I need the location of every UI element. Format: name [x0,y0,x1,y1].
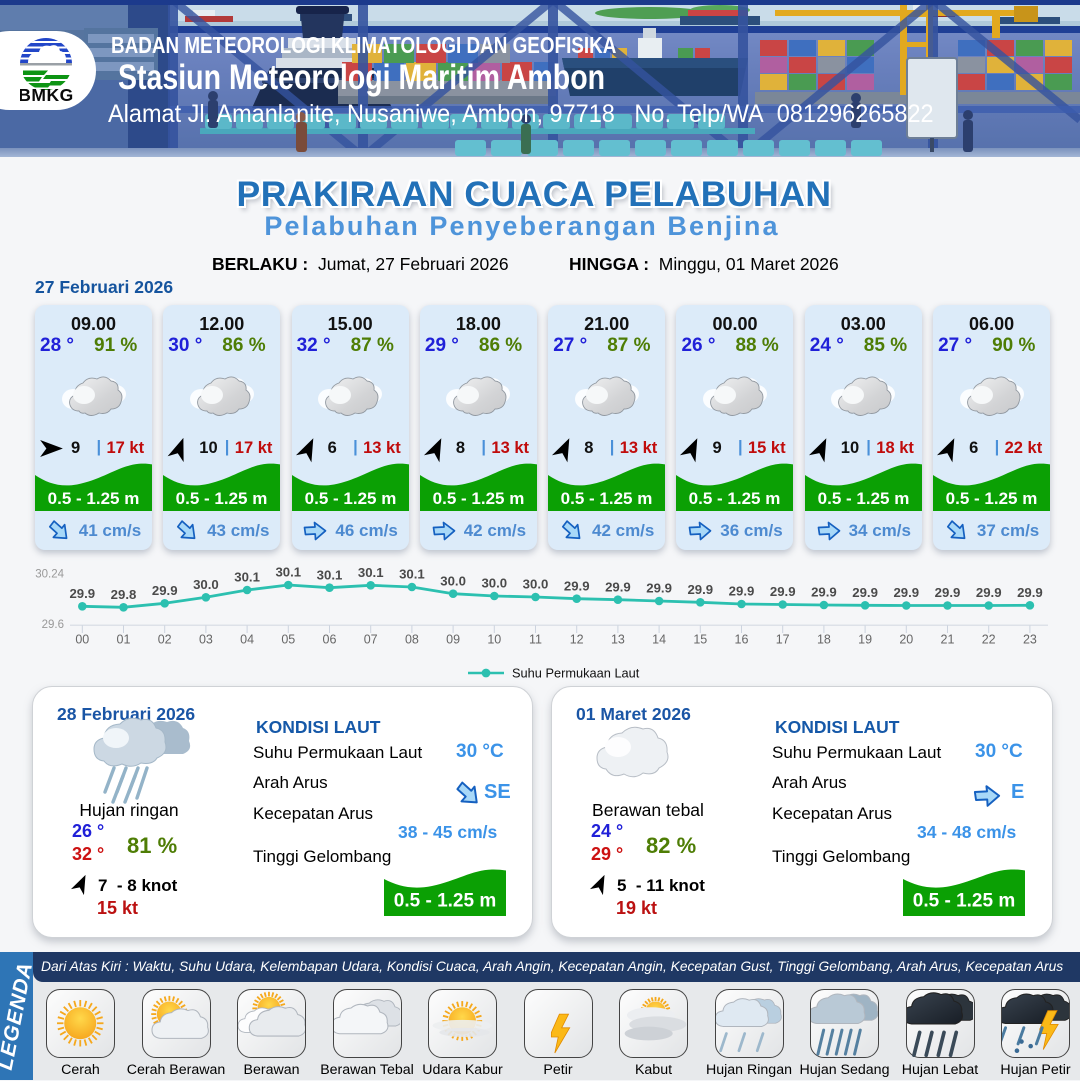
svg-text:0.5 - 1.25 m: 0.5 - 1.25 m [817,489,909,508]
svg-text:29.8: 29.8 [111,587,137,602]
svg-text:30.0: 30.0 [440,573,466,588]
svg-text:00: 00 [75,633,89,647]
svg-text:18: 18 [817,633,831,647]
svg-text:06: 06 [323,633,337,647]
svg-text:01: 01 [117,633,131,647]
svg-text:11: 11 [529,633,542,647]
svg-text:03: 03 [199,633,213,647]
svg-text:13: 13 [611,633,625,647]
svg-text:04: 04 [240,633,254,647]
svg-text:12: 12 [570,633,584,647]
svg-text:0.5 - 1.25 m: 0.5 - 1.25 m [913,891,1015,912]
svg-text:30.0: 30.0 [481,576,507,591]
svg-text:30.1: 30.1 [275,565,301,580]
svg-text:16: 16 [735,633,749,647]
svg-text:0.5 - 1.25 m: 0.5 - 1.25 m [304,489,396,508]
svg-text:0.5 - 1.25 m: 0.5 - 1.25 m [394,891,496,912]
svg-text:30.1: 30.1 [399,567,425,582]
svg-text:15: 15 [693,633,707,647]
svg-text:0.5 - 1.25 m: 0.5 - 1.25 m [433,489,525,508]
svg-text:10: 10 [487,633,501,647]
svg-text:02: 02 [158,633,172,647]
svg-text:23: 23 [1023,633,1037,647]
svg-text:22: 22 [982,633,996,647]
svg-text:09: 09 [446,633,460,647]
svg-text:29.9: 29.9 [811,585,837,600]
svg-text:17: 17 [776,633,790,647]
svg-text:29.9: 29.9 [69,586,95,601]
svg-text:14: 14 [652,633,666,647]
svg-text:30.0: 30.0 [523,577,549,592]
svg-text:30.1: 30.1 [317,567,343,582]
svg-text:0.5 - 1.25 m: 0.5 - 1.25 m [946,489,1038,508]
svg-text:29.9: 29.9 [729,584,755,599]
svg-text:0.5 - 1.25 m: 0.5 - 1.25 m [176,489,268,508]
svg-text:Suhu Permukaan Laut: Suhu Permukaan Laut [512,666,640,681]
svg-text:29.9: 29.9 [976,585,1002,600]
svg-text:29.9: 29.9 [1017,585,1043,600]
svg-text:30.1: 30.1 [358,565,384,580]
svg-text:0.5 - 1.25 m: 0.5 - 1.25 m [561,489,653,508]
svg-text:0.5 - 1.25 m: 0.5 - 1.25 m [48,489,140,508]
svg-text:21: 21 [941,633,955,647]
svg-text:29.9: 29.9 [687,582,713,597]
svg-text:05: 05 [281,633,295,647]
svg-text:20: 20 [899,633,913,647]
svg-text:29.9: 29.9 [152,583,178,598]
svg-text:BMKG: BMKG [20,85,73,103]
svg-text:29.9: 29.9 [646,581,672,596]
svg-text:30.1: 30.1 [234,570,260,585]
svg-text:29.9: 29.9 [852,585,878,600]
svg-text:29.6: 29.6 [42,619,64,631]
svg-text:29.9: 29.9 [935,585,961,600]
svg-text:29.9: 29.9 [893,585,919,600]
svg-text:07: 07 [364,633,378,647]
svg-text:08: 08 [405,633,419,647]
svg-text:19: 19 [858,633,872,647]
svg-text:30.24: 30.24 [35,569,64,581]
svg-text:29.9: 29.9 [605,579,631,594]
svg-text:29.9: 29.9 [564,578,590,593]
svg-text:30.0: 30.0 [193,577,219,592]
svg-text:29.9: 29.9 [770,584,796,599]
svg-text:0.5 - 1.25 m: 0.5 - 1.25 m [689,489,781,508]
